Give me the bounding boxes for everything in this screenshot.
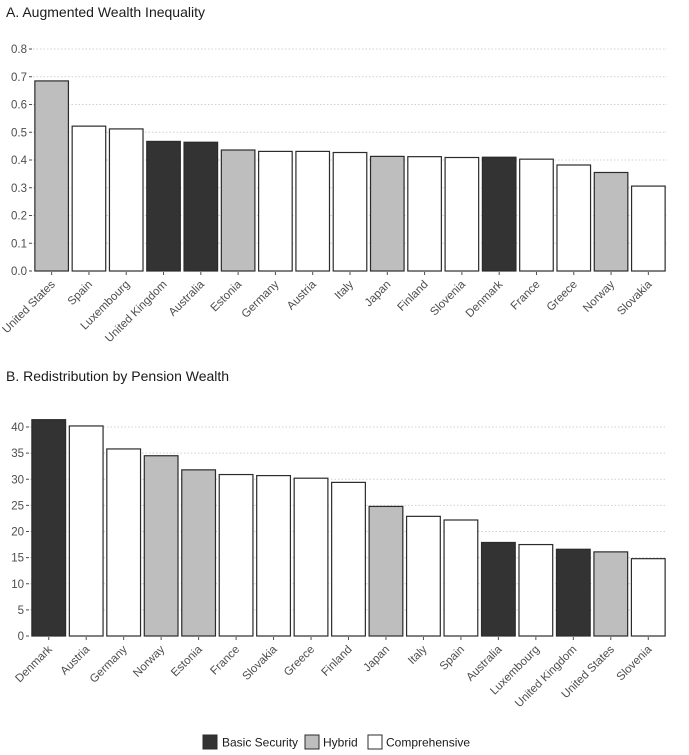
x-label-estonia: Estonia [209,278,245,314]
bar-united-states [34,80,70,272]
bar-germany [258,150,293,272]
bar-united-kingdom [555,548,591,637]
y-tick-label: 0.1 [11,238,27,250]
legend-swatch-comprehensive [367,734,383,750]
bar-germany [106,448,142,637]
bar-japan [368,505,404,637]
x-label-spain: Spain [438,644,467,673]
x-label-australia: Australia [167,278,208,319]
y-tick-label: 0.5 [11,127,27,139]
x-label-greece: Greece [282,644,317,679]
panel-b-title: B. Redistribution by Pension Wealth [6,368,229,384]
bar-finland [331,481,366,637]
y-tick-label: 0.7 [11,72,27,84]
x-label-denmark: Denmark [13,643,55,685]
legend-label-hybrid: Hybrid [323,736,358,750]
y-tick-label: 25 [11,500,24,512]
y-tick-label: 0 [18,631,24,643]
bar-united-kingdom [146,140,181,272]
x-label-slovakia: Slovakia [240,643,280,683]
bar-slovakia [630,185,666,272]
x-label-germany: Germany [240,278,282,320]
x-label-united-states: United States [0,278,57,335]
legend-swatch-hybrid [304,734,320,750]
legend-label-basic-security: Basic Security [222,736,298,750]
bar-slovenia [444,156,480,272]
x-label-austria: Austria [285,278,319,312]
panel-a-title: A. Augmented Wealth Inequality [6,4,205,20]
bar-australia [480,541,516,637]
legend-swatch-basic-security [202,734,218,750]
y-tick-label: 0.4 [11,155,28,167]
x-label-slovenia: Slovenia [615,643,655,683]
x-label-finland: Finland [396,279,431,314]
bar-greece [556,164,592,272]
bar-france [519,158,554,272]
x-label-norway: Norway [131,643,167,679]
x-label-japan: Japan [363,279,394,310]
y-tick-label: 15 [11,553,24,565]
bar-austria [295,150,331,272]
bar-japan [369,155,405,272]
bar-finland [407,156,442,272]
bar-france [218,473,254,637]
x-label-slovenia: Slovenia [428,278,468,318]
x-label-estonia: Estonia [169,643,205,679]
x-label-norway: Norway [581,278,617,314]
bar-slovakia [256,474,292,637]
x-label-spain: Spain [66,279,95,308]
panel-a-plot: 0.0 0.1 0.2 0.3 0.4 0.5 0.6 0.7 0.8 United States… [0,44,667,345]
bar-greece [293,477,329,637]
y-tick-label: 40 [11,422,24,434]
y-tick-label: 0.0 [11,266,27,278]
legend: Basic Security Hybrid Comprehensive [202,734,470,750]
legend-label-comprehensive: Comprehensive [386,736,470,750]
bar-slovenia [630,558,666,637]
bar-spain [71,125,107,272]
x-label-france: France [509,279,543,313]
bar-norway [143,455,179,637]
x-label-finland: Finland [319,644,354,679]
x-label-italy: Italy [406,643,430,667]
x-label-greece: Greece [545,279,580,314]
y-tick-label: 5 [18,605,24,617]
x-label-slovakia: Slovakia [615,278,655,318]
y-tick-label: 0.3 [11,183,27,195]
bar-denmark [31,419,67,637]
bar-italy [405,515,441,637]
y-tick-label: 10 [11,579,24,591]
bar-estonia [220,149,256,272]
x-label-denmark: Denmark [464,278,506,320]
bar-norway [593,171,629,272]
y-tick-label: 30 [11,474,24,486]
y-tick-label: 0.2 [11,211,27,223]
bar-denmark [481,156,517,272]
bar-luxembourg [108,128,144,272]
bar-estonia [181,469,217,637]
bar-spain [443,519,479,637]
bar-austria [68,425,104,637]
y-tick-label: 35 [11,448,24,460]
x-label-japan: Japan [361,644,392,675]
x-label-france: France [208,644,242,678]
x-label-italy: Italy [333,278,357,302]
bar-luxembourg [518,543,554,637]
y-tick-label: 0.8 [11,44,27,56]
y-tick-label: 0.6 [11,100,27,112]
y-tick-label: 20 [11,527,24,539]
x-label-germany: Germany [88,643,130,685]
bar-australia [183,141,219,272]
bar-united-states [593,551,629,637]
x-label-austria: Austria [59,643,93,677]
bar-italy [332,151,368,272]
